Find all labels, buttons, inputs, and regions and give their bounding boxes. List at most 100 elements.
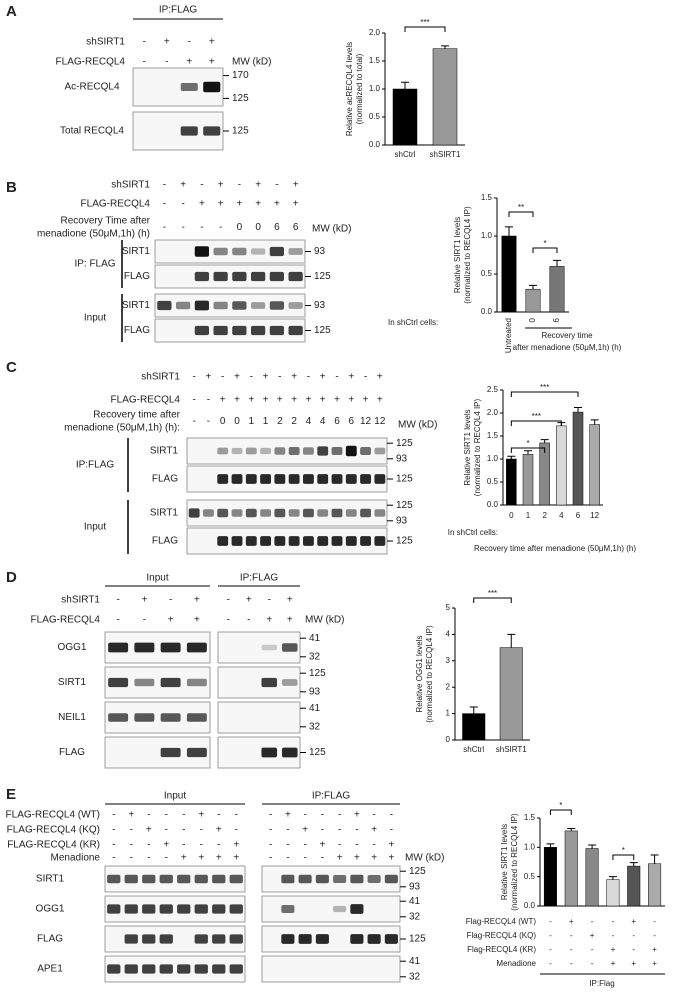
band bbox=[367, 875, 381, 883]
condition-sign: - bbox=[130, 840, 133, 851]
condition-sign: 2 bbox=[291, 416, 297, 427]
significance-bracket bbox=[508, 211, 534, 217]
condition-label: Menadione bbox=[51, 853, 101, 864]
category-label: shSIRT1 bbox=[496, 745, 528, 754]
y-tick-label: 5 bbox=[446, 603, 451, 612]
condition-label: Flag-RECQL4 (WT) bbox=[466, 917, 537, 926]
band bbox=[269, 301, 284, 310]
significance-bracket bbox=[532, 247, 558, 253]
row-label: Ac-RECQL4 bbox=[64, 82, 119, 93]
condition-sign: + bbox=[652, 945, 657, 954]
condition-sign: + bbox=[234, 395, 240, 406]
row-label: Total RECQL4 bbox=[60, 126, 124, 137]
condition-sign: - bbox=[286, 840, 289, 851]
band bbox=[203, 509, 214, 517]
condition-label: menadione (50μM,1h) (h): bbox=[64, 423, 180, 434]
bar bbox=[499, 647, 523, 741]
row-label: FLAG bbox=[124, 325, 150, 336]
mw-label: MW (kD) bbox=[405, 853, 444, 864]
band bbox=[124, 964, 138, 974]
category-label: 6 bbox=[552, 317, 561, 322]
condition-sign: 0 bbox=[220, 416, 226, 427]
condition-sign: - bbox=[549, 917, 552, 926]
condition-sign: 1 bbox=[263, 416, 269, 427]
error-bar bbox=[401, 81, 409, 89]
condition-sign: + bbox=[164, 37, 170, 48]
significance-label: * bbox=[543, 239, 546, 248]
condition-sign: - bbox=[163, 199, 166, 210]
condition-sign: - bbox=[275, 180, 278, 191]
band bbox=[298, 934, 312, 944]
mw-marker: 125 bbox=[309, 668, 326, 679]
band bbox=[251, 271, 266, 282]
condition-sign: - bbox=[130, 853, 133, 864]
condition-sign: - bbox=[207, 395, 210, 406]
condition-sign: - bbox=[165, 853, 168, 864]
condition-sign: - bbox=[163, 222, 166, 233]
band bbox=[281, 747, 298, 758]
category-label: shSIRT1 bbox=[430, 150, 462, 159]
condition-sign: + bbox=[234, 372, 240, 383]
band bbox=[288, 248, 303, 255]
significance-bracket bbox=[510, 391, 579, 397]
band bbox=[213, 247, 228, 256]
bar bbox=[606, 879, 620, 907]
condition-sign: + bbox=[611, 959, 616, 968]
condition-sign: - bbox=[182, 810, 185, 821]
condition-label: shSIRT1 bbox=[86, 37, 125, 48]
band bbox=[229, 904, 243, 914]
condition-sign: - bbox=[570, 959, 573, 968]
condition-sign: + bbox=[631, 959, 636, 968]
condition-sign: - bbox=[181, 222, 184, 233]
condition-sign: - bbox=[303, 810, 306, 821]
band bbox=[260, 536, 271, 546]
condition-sign: 12 bbox=[374, 416, 386, 427]
band bbox=[245, 474, 257, 484]
band bbox=[203, 126, 221, 136]
band bbox=[317, 474, 329, 484]
band bbox=[217, 536, 229, 546]
condition-sign: - bbox=[355, 825, 358, 836]
condition-sign: - bbox=[338, 810, 341, 821]
error-bar bbox=[650, 854, 659, 864]
condition-sign: + bbox=[186, 57, 192, 68]
mw-label: MW (kD) bbox=[312, 224, 351, 235]
condition-sign: - bbox=[182, 840, 185, 851]
condition-sign: - bbox=[338, 840, 341, 851]
band bbox=[315, 874, 329, 884]
band bbox=[360, 508, 371, 518]
y-axis-label: (normalized to total) bbox=[355, 53, 364, 124]
error-bar bbox=[529, 284, 537, 290]
condition-sign: + bbox=[388, 853, 394, 864]
band bbox=[303, 474, 314, 484]
mw-marker: 125 bbox=[396, 536, 413, 547]
category-label: Untreated bbox=[504, 318, 513, 353]
mw-marker: 41 bbox=[309, 633, 321, 644]
condition-sign: 4 bbox=[320, 416, 326, 427]
band bbox=[360, 447, 371, 455]
y-tick-label: 0.5 bbox=[487, 477, 499, 486]
condition-sign: - bbox=[163, 180, 166, 191]
band bbox=[194, 874, 208, 884]
condition-sign: 0 bbox=[237, 222, 243, 233]
condition-sign: - bbox=[364, 372, 367, 383]
band bbox=[333, 875, 347, 883]
band bbox=[108, 677, 129, 688]
band bbox=[108, 642, 129, 653]
band bbox=[231, 509, 243, 517]
condition-sign: - bbox=[286, 853, 289, 864]
band bbox=[177, 964, 191, 974]
condition-sign: + bbox=[146, 825, 152, 836]
condition-sign: - bbox=[181, 199, 184, 210]
band bbox=[288, 271, 303, 282]
condition-sign: - bbox=[549, 931, 552, 940]
blot-frame bbox=[186, 499, 388, 527]
row-label: FLAG bbox=[37, 934, 63, 945]
band bbox=[107, 964, 121, 974]
condition-sign: + bbox=[348, 372, 354, 383]
condition-sign: + bbox=[363, 395, 369, 406]
condition-sign: 12 bbox=[360, 416, 372, 427]
condition-sign: - bbox=[250, 372, 253, 383]
condition-sign: - bbox=[269, 840, 272, 851]
band bbox=[194, 246, 209, 257]
